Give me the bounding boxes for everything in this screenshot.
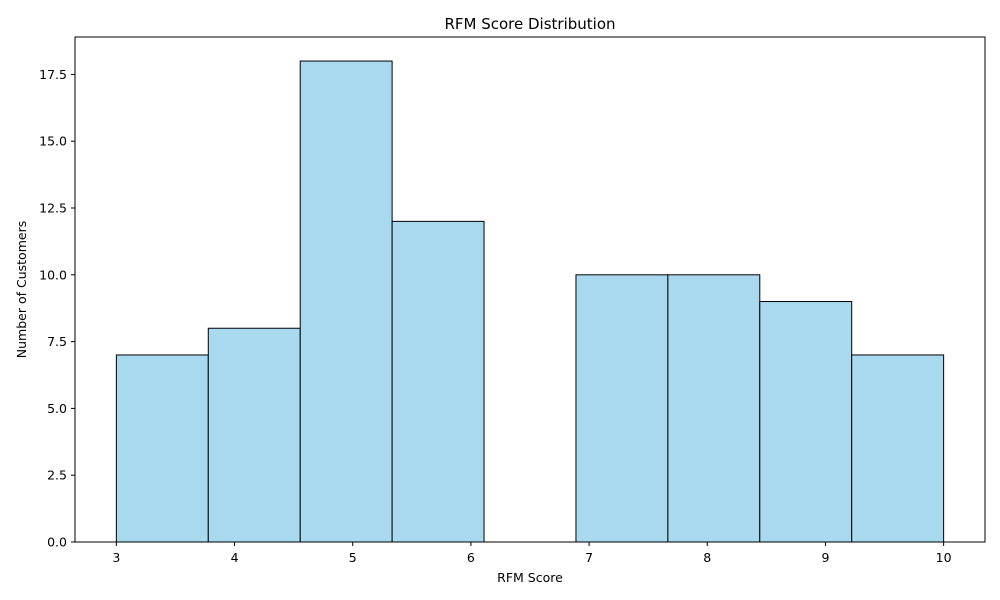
x-tick-label: 5 (349, 550, 357, 565)
y-tick-label: 2.5 (47, 468, 67, 483)
y-tick-label: 5.0 (47, 401, 67, 416)
x-axis-title: RFM Score (497, 570, 563, 585)
y-tick-label: 12.5 (39, 201, 67, 216)
x-tick-label: 8 (703, 550, 711, 565)
histogram-bar-3 (299, 60, 393, 543)
y-tick-label: 10.0 (39, 267, 67, 282)
histogram-bar-2 (207, 327, 301, 543)
histogram-bar-1 (115, 354, 209, 543)
histogram-bar-4 (391, 220, 485, 543)
histogram-bar-7 (667, 274, 761, 543)
y-tick-label: 17.5 (39, 67, 67, 82)
bars-layer (115, 60, 945, 543)
x-tick-label: 6 (467, 550, 475, 565)
x-tick-label: 3 (112, 550, 120, 565)
plot-frame (74, 36, 986, 543)
y-tick-label: 15.0 (39, 134, 67, 149)
y-ticks-layer: 0.0 2.5 5.0 7.5 10.0 12.5 15.0 17.5 (39, 67, 75, 550)
chart-title: RFM Score Distribution (444, 15, 615, 33)
histogram-bar-6 (575, 274, 669, 543)
y-axis-title: Number of Customers (14, 221, 29, 358)
x-tick-label: 9 (821, 550, 829, 565)
x-tick-label: 10 (936, 550, 952, 565)
x-tick-label: 4 (231, 550, 239, 565)
y-tick-label: 7.5 (47, 334, 67, 349)
histogram-bar-8 (759, 301, 853, 543)
x-ticks-layer: 3 4 5 6 7 8 9 10 (112, 542, 952, 565)
histogram-bar-9 (851, 354, 945, 543)
x-tick-label: 7 (585, 550, 593, 565)
y-tick-label: 0.0 (47, 535, 67, 550)
